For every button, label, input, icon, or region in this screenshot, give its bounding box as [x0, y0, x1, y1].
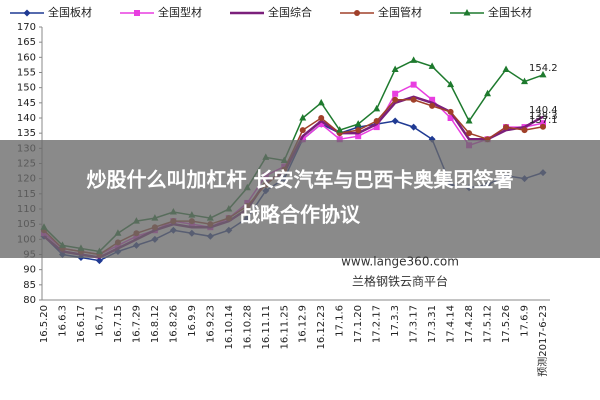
y-tick-label: 145 [17, 98, 36, 109]
marker [336, 126, 344, 133]
x-tick-label: 17.5.26 [501, 305, 512, 343]
marker [391, 117, 399, 125]
x-tick-label: 16.8.26 [168, 305, 179, 343]
marker [429, 96, 436, 103]
marker [318, 121, 325, 128]
marker [299, 136, 306, 143]
marker [410, 81, 417, 88]
marker [354, 120, 362, 127]
y-tick-label: 150 [17, 83, 36, 94]
legend-text: 全国综合 [268, 5, 312, 19]
x-tick-label: 16.5.20 [39, 305, 50, 343]
x-tick-label: 17.3.3 [390, 305, 401, 337]
x-tick-label: 16.7.29 [131, 305, 142, 343]
marker [410, 56, 418, 63]
x-tick-label: 17.3.17 [409, 305, 420, 343]
marker [463, 9, 471, 16]
marker [447, 108, 454, 115]
x-tick-label: 16.10.28 [242, 305, 253, 350]
headline: 炒股什么叫加杠杆 长安汽车与巴西卡奥集团签署 [87, 168, 514, 192]
marker [429, 102, 436, 109]
x-tick-label: 16.8.12 [150, 305, 161, 343]
legend-text: 全国型材 [158, 5, 202, 19]
value-label: 137.1 [529, 115, 558, 126]
x-tick-label: 17.4.28 [464, 305, 475, 343]
marker [299, 114, 307, 121]
x-tick-label: 16.12.23 [316, 305, 327, 350]
watermark: www.lange360.com [341, 255, 459, 269]
marker [502, 65, 510, 72]
y-tick-label: 80 [23, 295, 36, 306]
marker [299, 127, 306, 134]
marker [410, 96, 417, 103]
value-label: 138.3 [529, 111, 558, 122]
y-tick-label: 140 [17, 113, 36, 124]
banner [0, 140, 600, 258]
x-tick-label: 预测2017-6-23 [536, 305, 549, 377]
y-tick-label: 160 [17, 52, 36, 63]
marker [540, 123, 546, 130]
marker [355, 133, 362, 140]
y-tick-label: 85 [23, 280, 36, 291]
marker [503, 124, 510, 131]
value-label: 154.2 [529, 63, 558, 74]
marker [484, 89, 492, 97]
marker [540, 120, 546, 127]
x-tick-label: 16.9.9 [187, 305, 198, 337]
x-tick-label: 17.1.6 [335, 305, 346, 337]
legend-text: 全国板材 [48, 5, 92, 19]
value-label: 140.4 [529, 105, 558, 116]
marker [355, 127, 362, 134]
y-tick-label: 170 [17, 22, 36, 33]
x-tick-label: 17.4.14 [446, 305, 457, 343]
marker [373, 118, 380, 125]
x-tick-label: 16.12.9 [298, 305, 309, 343]
x-tick-label: 16.6.3 [57, 305, 68, 337]
marker [373, 104, 381, 112]
y-tick-label: 155 [17, 68, 36, 79]
x-tick-label: 16.7.1 [94, 305, 105, 337]
x-tick-label: 16.11.11 [261, 305, 272, 350]
watermark: 兰格钢铁云商平台 [352, 274, 448, 289]
x-tick-label: 17.1.20 [353, 305, 364, 343]
marker [95, 257, 103, 265]
x-tick-label: 16.11.25 [279, 305, 290, 350]
marker [410, 123, 418, 131]
x-tick-label: 17.6.9 [520, 305, 531, 337]
marker [317, 98, 325, 106]
y-tick-label: 165 [17, 37, 36, 48]
x-tick-label: 16.6.17 [76, 305, 87, 343]
legend-text: 全国长材 [488, 5, 532, 19]
y-tick-label: 135 [17, 128, 36, 139]
marker [521, 77, 529, 85]
marker [447, 115, 454, 121]
marker [521, 127, 528, 134]
legend-text: 全国管材 [378, 5, 422, 19]
marker [465, 117, 473, 124]
x-tick-label: 17.2.17 [372, 305, 383, 343]
x-tick-label: 16.10.14 [224, 305, 235, 350]
marker [318, 115, 325, 121]
x-tick-label: 17.3.31 [427, 305, 438, 343]
marker [391, 65, 399, 72]
marker [428, 62, 436, 69]
marker [354, 10, 360, 16]
y-tick-label: 90 [23, 265, 36, 276]
x-tick-label: 16.7.15 [113, 305, 124, 343]
marker [466, 130, 473, 137]
marker [373, 124, 380, 131]
headline: 战略合作协议 [240, 203, 361, 227]
marker [336, 136, 343, 143]
marker [134, 10, 140, 16]
marker [447, 80, 455, 88]
marker [392, 96, 399, 103]
marker [23, 9, 31, 17]
marker [539, 70, 547, 78]
x-tick-label: 16.9.23 [205, 305, 216, 343]
x-tick-label: 17.5.12 [483, 305, 494, 343]
marker [392, 90, 399, 97]
